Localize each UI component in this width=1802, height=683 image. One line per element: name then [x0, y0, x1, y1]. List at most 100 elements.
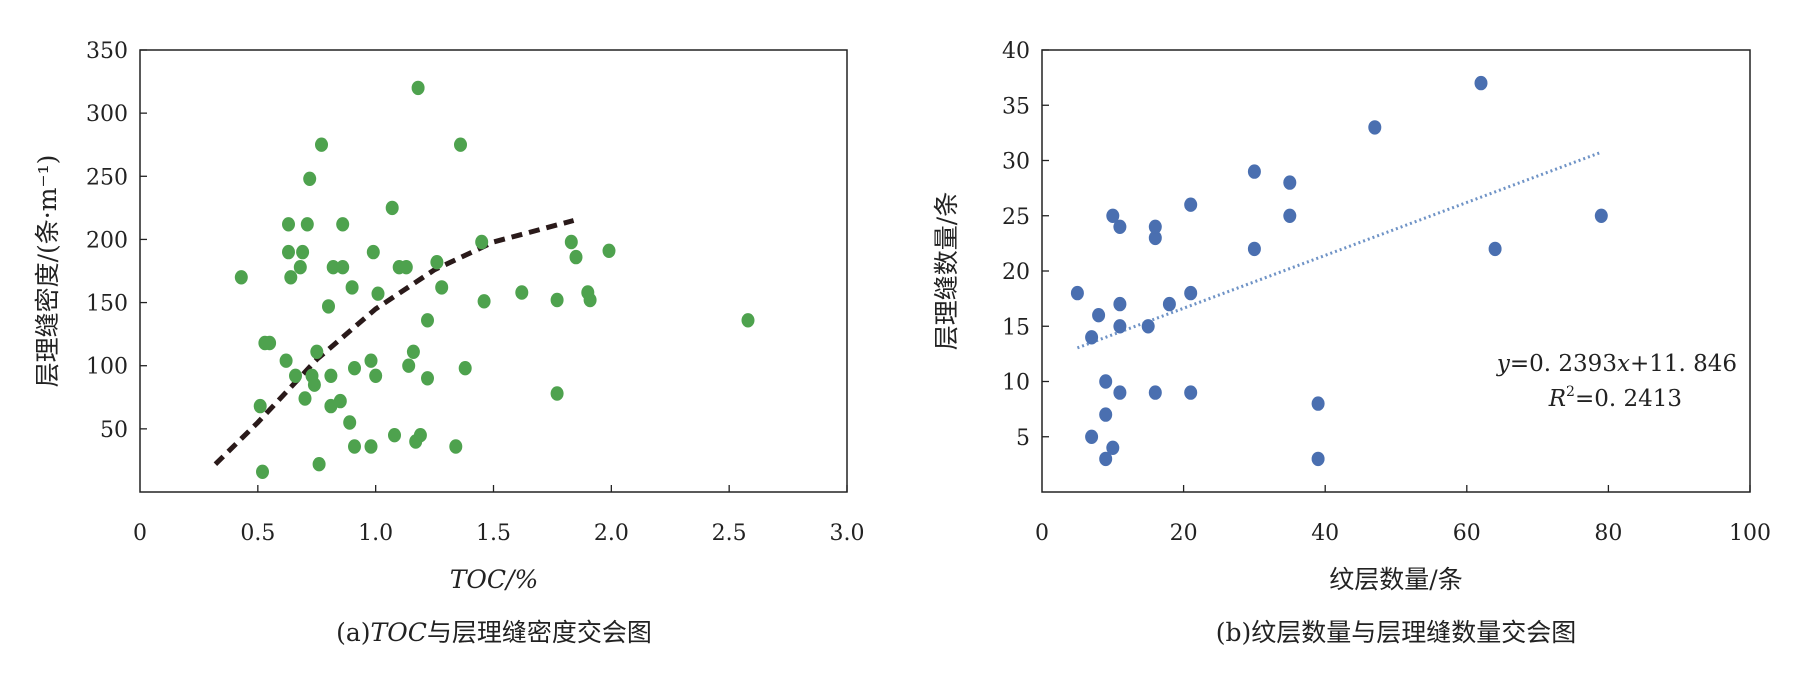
chart-b-ylabel: 层理缝数量/条 — [932, 192, 961, 350]
chart-a-point — [300, 217, 314, 232]
chart-a-plot-frame — [139, 49, 848, 493]
chart-a-point — [449, 439, 463, 454]
chart-b-point — [1162, 296, 1176, 312]
chart-b-point — [1148, 385, 1162, 400]
chart-a-point — [402, 358, 416, 373]
chart-b-xtick-label: 0 — [1035, 521, 1049, 546]
chart-a-ytick-label: 350 — [86, 39, 128, 64]
chart-a-point — [550, 292, 564, 308]
chart-a-point — [322, 299, 335, 314]
chart-a-point — [324, 368, 338, 383]
chart-b-point — [1488, 241, 1502, 257]
chart-a-point — [253, 398, 267, 414]
chart-a-point — [385, 200, 399, 216]
chart-a-trendline — [213, 218, 575, 466]
chart-a-point — [315, 137, 328, 152]
chart-b-point — [1368, 120, 1382, 135]
chart-b-point — [1113, 296, 1127, 312]
chart-b-trendline — [1076, 150, 1602, 350]
chart-a-point — [303, 171, 317, 186]
chart-b-point — [1099, 374, 1113, 389]
chart-a-ytick-label: 200 — [86, 228, 128, 253]
chart-b-point — [1148, 230, 1162, 246]
chart-b-ytick-label: 35 — [1002, 94, 1030, 119]
chart-a: 50 100 150 200 250 300 350 0 0.5 1.0 1.5 2.0 2.5 3.0… — [33, 39, 865, 647]
chart-b-ytick-label: 30 — [1002, 150, 1030, 175]
chart-a-point — [371, 286, 385, 301]
chart-b-point — [1141, 319, 1155, 334]
chart-b-point — [1113, 219, 1127, 234]
chart-a-point — [312, 457, 326, 472]
chart-a-point — [411, 80, 425, 96]
chart-b-point — [1092, 308, 1106, 323]
chart-b-ytick-label: 25 — [1002, 205, 1030, 230]
chart-a-point — [336, 217, 350, 232]
chart-a-point — [458, 361, 472, 376]
chart-a-point — [515, 285, 529, 300]
chart-a-point — [282, 244, 295, 260]
chart-a-point — [282, 217, 295, 232]
chart-b-point — [1106, 440, 1120, 455]
chart-a-point — [477, 294, 491, 309]
chart-a-point — [310, 344, 324, 359]
chart-a-xtick-label: 0 — [133, 521, 147, 546]
chart-a-point — [326, 260, 340, 275]
chart-b-point — [1113, 319, 1127, 334]
chart-b-point — [1099, 407, 1113, 422]
chart-a-ytick-label: 300 — [86, 102, 128, 127]
chart-b-point — [1070, 285, 1084, 301]
chart-b-xtick-label: 20 — [1170, 521, 1198, 546]
chart-a-point — [413, 428, 427, 443]
chart-a-point — [364, 353, 378, 368]
chart-a-ytick-label: 100 — [86, 355, 128, 380]
chart-a-point — [602, 243, 616, 258]
chart-a-x-ticks: 0 0.5 1.0 1.5 2.0 2.5 3.0 — [133, 485, 865, 546]
chart-a-point — [388, 428, 401, 443]
chart-b-ytick-label: 40 — [1002, 39, 1030, 64]
chart-a-point — [293, 260, 307, 275]
chart-b-point — [1113, 385, 1127, 400]
chart-a-point — [284, 270, 298, 285]
chart-a-point — [583, 292, 597, 308]
chart-a-point — [348, 439, 361, 454]
chart-b-point — [1594, 208, 1608, 223]
chart-b-y-ticks: 5 10 15 20 25 30 35 40 — [1002, 39, 1049, 451]
chart-a-point — [564, 234, 578, 250]
chart-b-points — [1070, 75, 1608, 467]
chart-a-point — [406, 344, 420, 359]
chart-a-xlabel: TOC/% — [450, 565, 538, 594]
chart-a-point — [333, 393, 347, 409]
chart-a-points — [234, 80, 755, 479]
chart-a-point — [336, 260, 350, 275]
chart-b-point — [1184, 385, 1198, 400]
chart-b-point — [1085, 330, 1099, 345]
chart-a-point — [569, 249, 583, 265]
chart-a-xtick-label: 2.5 — [712, 521, 747, 546]
chart-a-point — [263, 335, 277, 351]
chart-a-point — [279, 353, 293, 368]
chart-a-point — [435, 280, 449, 295]
chart-a-xtick-label: 1.0 — [358, 521, 393, 546]
chart-b-xtick-label: 40 — [1311, 521, 1339, 546]
chart-b-point — [1283, 175, 1297, 190]
chart-a-y-ticks: 50 100 150 200 250 300 350 — [86, 39, 147, 443]
chart-b-ytick-label: 5 — [1016, 426, 1030, 451]
chart-a-point — [364, 439, 378, 454]
chart-a-point — [345, 280, 359, 295]
chart-b-xlabel: 纹层数量/条 — [1329, 565, 1462, 594]
chart-a-point — [454, 137, 467, 152]
chart-b-plot-frame — [1041, 49, 1751, 493]
chart-b-caption: (b)纹层数量与层理缝数量交会图 — [1216, 618, 1577, 647]
chart-b-point — [1106, 208, 1120, 223]
chart-a-trendline-group — [213, 218, 575, 466]
chart-a-xtick-label: 2.0 — [594, 521, 629, 546]
chart-a-point — [369, 368, 383, 383]
chart-a-point — [421, 313, 434, 328]
chart-a-point — [430, 255, 444, 270]
chart-b-point — [1311, 396, 1325, 411]
chart-a-point — [296, 244, 310, 260]
chart-b-xtick-label: 60 — [1453, 521, 1481, 546]
chart-b-point — [1474, 75, 1488, 91]
chart-b-point — [1247, 164, 1261, 179]
